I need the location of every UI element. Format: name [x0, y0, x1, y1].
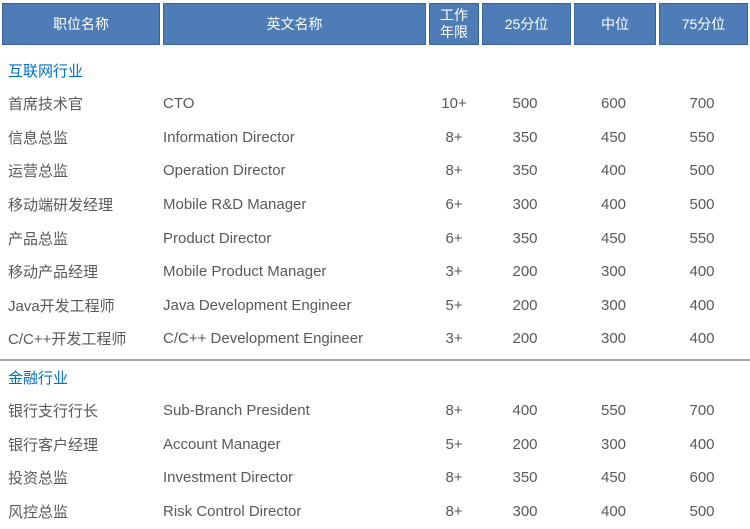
- cell-p25: 300: [512, 196, 538, 214]
- cell-en: Risk Control Director: [163, 502, 302, 520]
- cell-cn: Java开发工程师: [8, 297, 115, 315]
- column-header-position-name: 职位名称: [2, 3, 160, 45]
- cell-years: 8+: [445, 469, 463, 487]
- table-body: 互联网行业首席技术官 CTO 10+ 500 600 700 信息总监 Information…: [0, 63, 750, 528]
- cell-p25: 200: [512, 435, 538, 453]
- cell-p25: 350: [512, 469, 538, 487]
- column-header-english-name: 英文名称: [163, 3, 426, 45]
- table-row: 风控总监 Risk Control Director 8+ 300 400 500: [0, 495, 750, 529]
- cell-p75: 400: [689, 296, 715, 314]
- cell-median: 300: [600, 296, 627, 314]
- cell-p75: 700: [689, 95, 715, 113]
- cell-p75: 700: [689, 402, 715, 420]
- table-row: 移动产品经理 Mobile Product Manager 3+ 200 300 400: [0, 255, 750, 289]
- industry-section: 金融行业银行支行行长 Sub-Branch President 8+ 400 550 70…: [0, 358, 750, 529]
- cell-p25: 200: [512, 296, 538, 314]
- cell-years: 5+: [445, 435, 463, 453]
- table-row: 银行客户经理 Account Manager 5+ 200 300 400: [0, 427, 750, 461]
- cell-median: 300: [600, 330, 627, 348]
- salary-table-page: 职位名称 英文名称 工作 年限 25分位 中位 75分位 互联网行业首席技术官 C…: [0, 3, 750, 529]
- cell-years: 3+: [445, 263, 463, 281]
- cell-median: 600: [600, 95, 627, 113]
- cell-median: 400: [600, 162, 627, 180]
- cell-p75: 500: [689, 162, 715, 180]
- cell-cn: 投资总监: [8, 470, 69, 488]
- cell-en: Operation Director: [163, 162, 286, 180]
- cell-en: Sub-Branch President: [163, 402, 310, 420]
- cell-en: Mobile Product Manager: [163, 263, 327, 281]
- cell-years: 8+: [445, 402, 463, 420]
- section-title: 金融行业: [8, 369, 69, 387]
- cell-p75: 400: [689, 435, 715, 453]
- cell-p75: 400: [689, 330, 715, 348]
- cell-years: 6+: [445, 196, 463, 214]
- cell-median: 400: [600, 502, 627, 520]
- cell-p25: 350: [512, 162, 538, 180]
- cell-p25: 400: [512, 402, 538, 420]
- cell-cn: 风控总监: [8, 503, 69, 521]
- table-row: 移动端研发经理 Mobile R&D Manager 6+ 300 400 500: [0, 188, 750, 222]
- table-row: 运营总监 Operation Director 8+ 350 400 500: [0, 154, 750, 188]
- cell-en: CTO: [163, 95, 195, 113]
- cell-p75: 600: [689, 469, 715, 487]
- cell-median: 450: [600, 469, 627, 487]
- cell-en: Account Manager: [163, 435, 281, 453]
- cell-p25: 200: [512, 263, 538, 281]
- cell-en: Java Development Engineer: [163, 296, 352, 314]
- cell-p75: 550: [689, 229, 715, 247]
- table-row: 投资总监 Investment Director 8+ 350 450 600: [0, 461, 750, 495]
- cell-years: 3+: [445, 330, 463, 348]
- cell-years: 8+: [445, 162, 463, 180]
- column-header-median: 中位: [574, 3, 656, 45]
- cell-en: Product Director: [163, 229, 272, 247]
- column-header-25th-percentile: 25分位: [482, 3, 571, 45]
- cell-p75: 500: [689, 196, 715, 214]
- cell-cn: C/C++开发工程师: [8, 331, 127, 349]
- cell-p25: 350: [512, 229, 538, 247]
- cell-p25: 500: [512, 95, 538, 113]
- section-title: 互联网行业: [8, 63, 84, 80]
- column-header-work-years: 工作 年限: [429, 3, 479, 45]
- cell-p75: 550: [689, 128, 715, 146]
- cell-median: 300: [600, 435, 627, 453]
- table-row: 信息总监 Information Director 8+ 350 450 550: [0, 121, 750, 155]
- cell-p25: 350: [512, 128, 538, 146]
- cell-en: Investment Director: [163, 469, 294, 487]
- cell-median: 400: [600, 196, 627, 214]
- cell-years: 8+: [445, 502, 463, 520]
- table-row: Java开发工程师 Java Development Engineer 5+ 200 3…: [0, 289, 750, 323]
- cell-p75: 500: [689, 502, 715, 520]
- cell-years: 5+: [445, 296, 463, 314]
- table-row: 首席技术官 CTO 10+ 500 600 700: [0, 87, 750, 121]
- cell-median: 450: [600, 229, 627, 247]
- cell-cn: 银行支行行长: [8, 403, 99, 421]
- cell-cn: 首席技术官: [8, 96, 84, 114]
- cell-median: 450: [600, 128, 627, 146]
- cell-cn: 移动产品经理: [8, 264, 99, 282]
- cell-median: 300: [600, 263, 627, 281]
- table-row: C/C++开发工程师 C/C++ Development Engineer 3+ 20…: [0, 322, 750, 356]
- cell-cn: 产品总监: [8, 230, 69, 248]
- cell-en: Information Director: [163, 128, 295, 146]
- cell-years: 10+: [441, 95, 467, 113]
- industry-section: 互联网行业首席技术官 CTO 10+ 500 600 700 信息总监 Information…: [0, 63, 750, 356]
- table-row: 银行支行行长 Sub-Branch President 8+ 400 550 700: [0, 394, 750, 428]
- cell-p25: 200: [512, 330, 538, 348]
- table-row: 产品总监 Product Director 6+ 350 450 550: [0, 221, 750, 255]
- cell-cn: 银行客户经理: [8, 436, 99, 454]
- cell-p25: 300: [512, 502, 538, 520]
- cell-years: 8+: [445, 128, 463, 146]
- cell-cn: 运营总监: [8, 163, 69, 181]
- cell-years: 6+: [445, 229, 463, 247]
- cell-cn: 移动端研发经理: [8, 197, 114, 215]
- cell-median: 550: [600, 402, 627, 420]
- cell-cn: 信息总监: [8, 129, 69, 147]
- section-divider: [0, 358, 750, 361]
- table-header: 职位名称 英文名称 工作 年限 25分位 中位 75分位: [2, 3, 750, 45]
- cell-p75: 400: [689, 263, 715, 281]
- cell-en: Mobile R&D Manager: [163, 196, 307, 214]
- column-header-75th-percentile: 75分位: [659, 3, 748, 45]
- cell-en: C/C++ Development Engineer: [163, 330, 364, 348]
